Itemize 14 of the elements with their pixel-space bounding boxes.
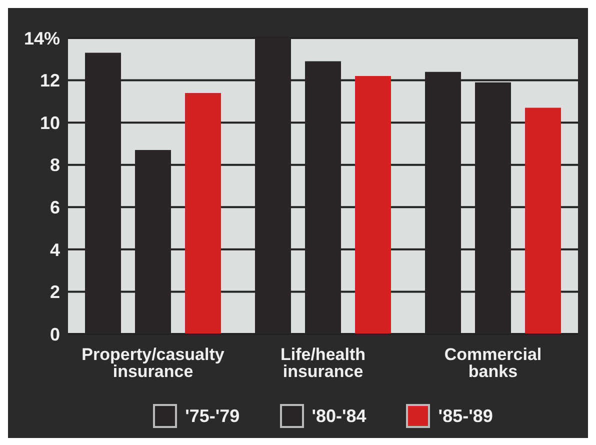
y-tick-label: 8	[50, 155, 60, 176]
y-tick-label: 2	[50, 282, 60, 302]
x-tick-label: Life/health insurance	[280, 345, 366, 382]
y-tick-label: 4	[50, 240, 60, 260]
y-tick-label: 12	[40, 70, 60, 91]
y-tick-label: 6	[50, 198, 60, 218]
x-tick-label: Commercial banks	[444, 345, 542, 382]
legend-label: '75-'79	[185, 406, 240, 426]
y-tick-label: 14%	[24, 28, 60, 48]
y-tick-label: 0	[50, 324, 60, 344]
legend-label: '80-'84	[312, 406, 366, 426]
y-tick-label: 10	[40, 112, 60, 133]
legend-label: '85-'89	[438, 406, 493, 426]
x-tick-label: Property/casualty insurance	[82, 345, 225, 382]
